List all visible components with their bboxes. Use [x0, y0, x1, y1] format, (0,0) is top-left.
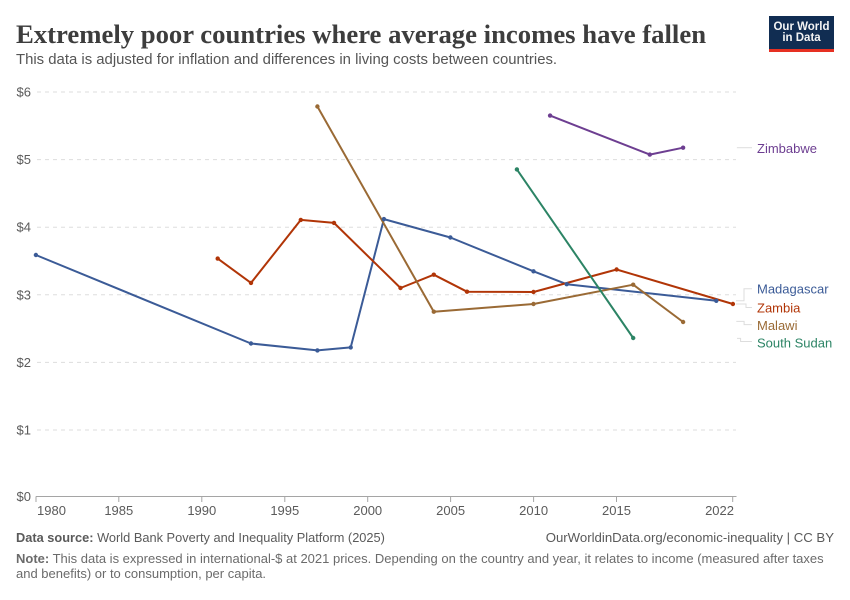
svg-text:2015: 2015 — [602, 503, 631, 518]
svg-text:Madagascar: Madagascar — [757, 281, 829, 296]
svg-text:$4: $4 — [17, 220, 31, 235]
svg-text:2005: 2005 — [436, 503, 465, 518]
svg-text:1995: 1995 — [270, 503, 299, 518]
svg-text:$1: $1 — [17, 423, 31, 438]
svg-text:South Sudan: South Sudan — [757, 335, 832, 350]
svg-text:1990: 1990 — [187, 503, 216, 518]
svg-text:$0: $0 — [17, 489, 31, 504]
svg-text:Malawi: Malawi — [757, 318, 798, 333]
svg-text:Zambia: Zambia — [757, 300, 801, 315]
svg-text:$5: $5 — [17, 152, 31, 167]
svg-text:1980: 1980 — [37, 503, 66, 518]
svg-text:1985: 1985 — [104, 503, 133, 518]
svg-text:$2: $2 — [17, 355, 31, 370]
svg-text:Zimbabwe: Zimbabwe — [757, 141, 817, 156]
svg-text:$3: $3 — [17, 287, 31, 302]
svg-text:$6: $6 — [17, 85, 31, 100]
svg-text:2022: 2022 — [705, 503, 734, 518]
svg-text:2000: 2000 — [353, 503, 382, 518]
svg-text:2010: 2010 — [519, 503, 548, 518]
